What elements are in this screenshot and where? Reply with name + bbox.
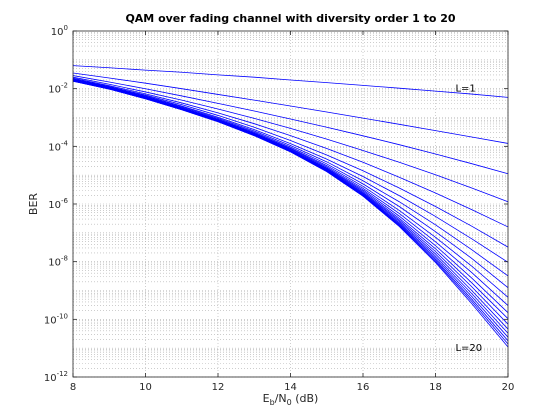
y-tick-label: 10-6 <box>48 197 68 211</box>
annotations: L=1 L=20 <box>455 84 482 354</box>
series-line-8 <box>72 79 509 277</box>
x-tick-label: 10 <box>139 382 152 393</box>
y-tick-label: 10-8 <box>48 255 68 269</box>
y-tick-label: 10-2 <box>48 82 68 96</box>
y-tick-label: 10-12 <box>44 370 68 384</box>
annotation-label: L=20 <box>455 343 482 354</box>
chart-title: QAM over fading channel with diversity o… <box>125 12 455 25</box>
y-tick-label: 10-10 <box>44 312 68 326</box>
grid <box>72 31 509 378</box>
x-tick-label: 14 <box>284 382 297 393</box>
series-line-6 <box>72 78 509 248</box>
y-tick-labels: 100 10-2 10-4 10-6 10-8 10-10 10-12 <box>44 24 69 384</box>
y-tick-label: 10-4 <box>48 139 68 153</box>
y-tick-label: 100 <box>51 24 68 38</box>
series-line-2 <box>72 72 509 144</box>
y-axis-label: BER <box>27 193 40 215</box>
series-lines <box>72 65 509 348</box>
series-line-5 <box>72 77 509 228</box>
annotation-label: L=1 <box>455 84 475 95</box>
series-line-3 <box>72 75 509 175</box>
series-line-1 <box>72 65 509 98</box>
series-line-4 <box>72 76 509 203</box>
axis-ticks <box>72 30 509 378</box>
x-tick-label: 18 <box>429 382 442 393</box>
x-tick-label: 8 <box>70 382 76 393</box>
series-line-20 <box>72 80 509 348</box>
x-tick-labels: 8 10 12 14 16 18 20 <box>70 382 515 393</box>
x-tick-label: 20 <box>502 382 515 393</box>
series-line-7 <box>72 78 509 263</box>
x-tick-label: 16 <box>357 382 370 393</box>
x-tick-label: 12 <box>212 382 225 393</box>
x-axis-label: Eb/N0 (dB) <box>263 392 319 407</box>
